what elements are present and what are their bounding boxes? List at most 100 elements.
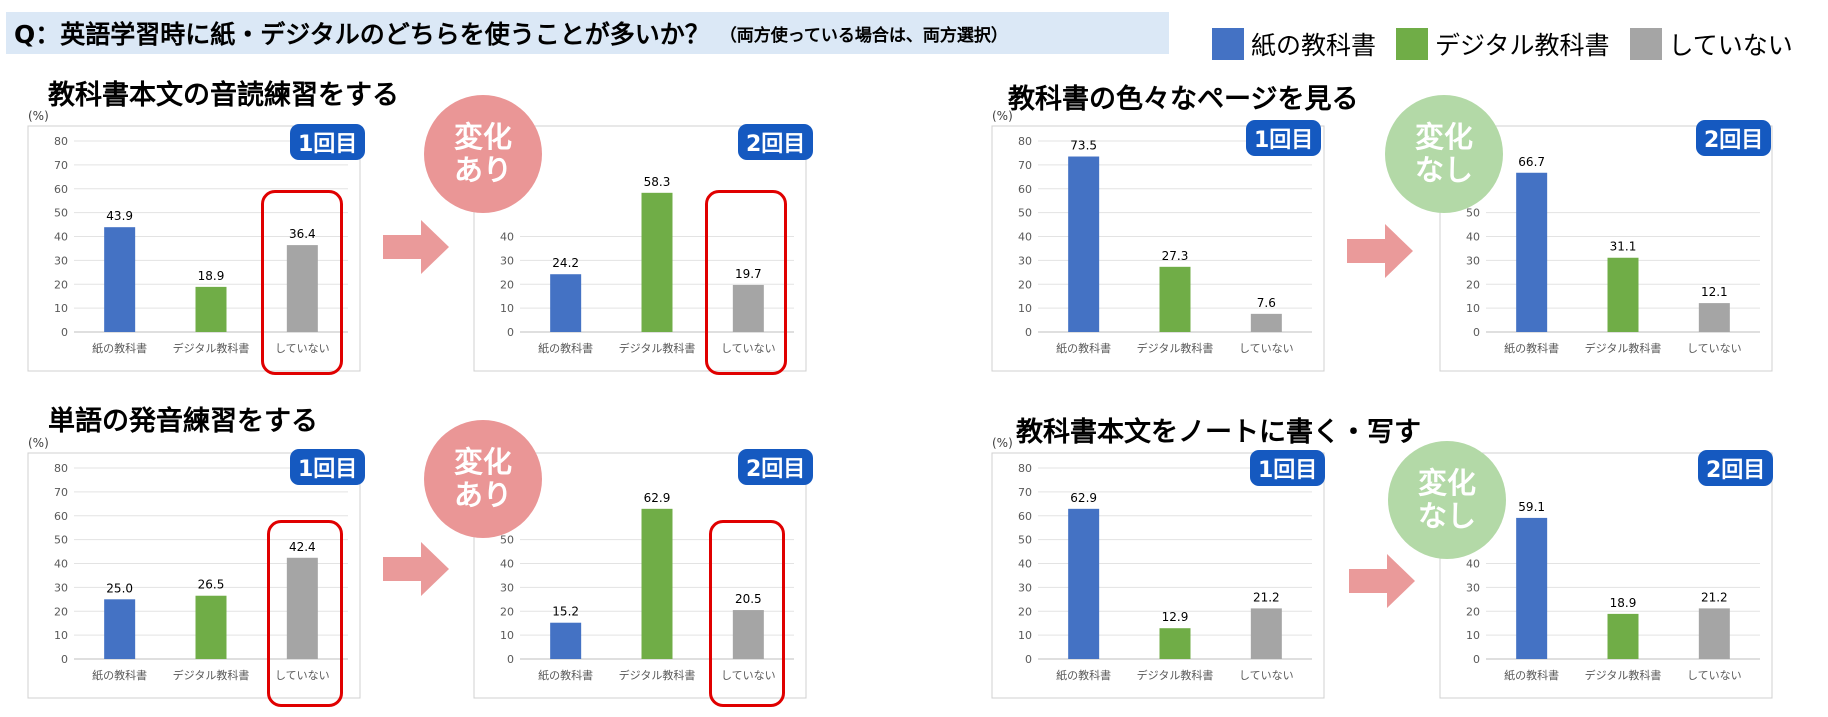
y-tick-label: 70 xyxy=(1018,486,1032,499)
arrow-icon xyxy=(383,542,449,596)
bar-digital xyxy=(641,508,673,659)
bar-digital xyxy=(1159,628,1191,659)
value-label: 18.9 xyxy=(1610,596,1637,610)
change-circle: 変化 あり xyxy=(424,420,542,538)
round-badge-1: 1回目 xyxy=(1250,450,1326,486)
round-badge-2: 2回目 xyxy=(1696,120,1772,156)
circle-text-line1: 変化 xyxy=(1417,465,1476,500)
y-axis-unit-label: (%) xyxy=(992,436,1013,450)
y-tick-label: 30 xyxy=(500,254,514,267)
value-label: 26.5 xyxy=(198,578,225,592)
y-tick-label: 40 xyxy=(1466,558,1480,571)
bar-paper xyxy=(1516,172,1548,332)
y-tick-label: 20 xyxy=(54,605,68,618)
chart-pronunciation-round1: 0 10 20 30 40 50 60 70 80 (%) 25.0 紙の教科書 26.5 デジタル教科書… xyxy=(27,436,361,699)
y-axis-unit-label: (%) xyxy=(28,436,49,450)
value-label: 43.9 xyxy=(106,209,133,223)
plot-frame xyxy=(991,125,1325,372)
legend-item-digital: デジタル教科書 xyxy=(1396,26,1610,62)
y-tick-label: 20 xyxy=(500,278,514,291)
category-label: デジタル教科書 xyxy=(1585,668,1662,682)
bar-paper xyxy=(104,227,136,332)
y-tick-label: 10 xyxy=(500,302,514,315)
y-tick-label: 10 xyxy=(1018,302,1032,315)
question-banner: Q：英語学習時に紙・デジタルのどちらを使うことが多いか？ （両方使っている場合は… xyxy=(6,12,1169,54)
bar-digital xyxy=(1607,613,1639,659)
category-label: デジタル教科書 xyxy=(1137,668,1214,682)
y-tick-label: 10 xyxy=(1018,629,1032,642)
value-label: 62.9 xyxy=(1070,491,1097,505)
value-label: 25.0 xyxy=(106,581,133,595)
section-title-pronunciation: 単語の発音練習をする xyxy=(48,406,318,437)
y-tick-label: 30 xyxy=(1018,581,1032,594)
legend-swatch-none xyxy=(1629,28,1662,60)
y-tick-label: 80 xyxy=(1018,462,1032,475)
y-tick-label: 70 xyxy=(54,486,68,499)
highlight-box-pronunciation-round2 xyxy=(709,520,785,707)
bar-paper xyxy=(1068,156,1100,332)
circle-text-line2: なし xyxy=(1417,499,1476,533)
value-label: 31.1 xyxy=(1610,240,1637,254)
y-tick-label: 20 xyxy=(1466,278,1480,291)
y-tick-label: 30 xyxy=(54,254,68,267)
value-label: 12.1 xyxy=(1701,285,1728,299)
value-label: 62.9 xyxy=(644,491,671,505)
legend: 紙の教科書 デジタル教科書 していない xyxy=(1212,26,1813,62)
plot-frame xyxy=(991,452,1325,699)
y-tick-label: 10 xyxy=(54,302,68,315)
question-note: （両方使っている場合は、両方選択） xyxy=(719,25,1008,46)
value-label: 21.2 xyxy=(1701,590,1728,604)
circle-text-line1: 変化 xyxy=(453,444,512,479)
bar-none xyxy=(1250,608,1282,659)
y-tick-label: 70 xyxy=(1018,159,1032,172)
y-tick-label: 0 xyxy=(1025,326,1032,339)
bar-digital xyxy=(641,192,673,332)
y-tick-label: 0 xyxy=(507,653,514,666)
y-tick-label: 20 xyxy=(54,278,68,291)
round-badge-1: 1回目 xyxy=(290,124,366,160)
value-label: 66.7 xyxy=(1518,155,1545,169)
y-tick-label: 40 xyxy=(54,558,68,571)
arrow-icon xyxy=(1347,224,1413,278)
bar-paper xyxy=(1068,508,1100,659)
highlight-box-pronunciation-round1 xyxy=(267,520,343,707)
y-tick-label: 40 xyxy=(1018,558,1032,571)
chart-browse-pages-round2: 0 10 20 30 40 50 66.7 紙の教科書 31.1 デジタル教科書 12.1 していない xyxy=(1439,125,1773,372)
y-tick-label: 40 xyxy=(500,558,514,571)
category-label: デジタル教科書 xyxy=(619,341,696,355)
section-title-browse-pages: 教科書の色々なページを見る xyxy=(1008,84,1359,115)
legend-label-none: していない xyxy=(1668,31,1793,60)
y-tick-label: 80 xyxy=(1018,135,1032,148)
y-tick-label: 60 xyxy=(54,183,68,196)
no-change-circle: 変化 なし xyxy=(1388,441,1506,559)
category-label: 紙の教科書 xyxy=(538,341,593,355)
bar-digital xyxy=(1607,257,1639,332)
y-tick-label: 10 xyxy=(500,629,514,642)
bar-digital xyxy=(195,286,227,332)
chart-reading-aloud-round1: 0 10 20 30 40 50 60 70 80 (%) 43.9 紙の教科書 18.9 デジタル教科書… xyxy=(27,109,361,372)
y-tick-label: 80 xyxy=(54,135,68,148)
bar-digital xyxy=(195,595,227,659)
y-tick-label: 50 xyxy=(1018,207,1032,220)
bar-digital xyxy=(1159,266,1191,332)
y-tick-label: 70 xyxy=(54,159,68,172)
section-title-reading-aloud: 教科書本文の音読練習をする xyxy=(48,80,399,111)
round-badge-2: 2回目 xyxy=(1698,450,1774,486)
y-tick-label: 0 xyxy=(507,326,514,339)
legend-swatch-digital xyxy=(1396,28,1429,60)
y-tick-label: 30 xyxy=(1018,254,1032,267)
value-label: 15.2 xyxy=(552,605,579,619)
value-label: 27.3 xyxy=(1162,249,1189,263)
bar-paper xyxy=(104,599,136,659)
circle-text-line2: なし xyxy=(1414,153,1473,187)
value-label: 18.9 xyxy=(198,269,225,283)
category-label: 紙の教科書 xyxy=(1056,341,1111,355)
circle-text-line1: 変化 xyxy=(1414,119,1473,154)
y-tick-label: 50 xyxy=(54,534,68,547)
bar-none xyxy=(286,557,318,659)
arrow-icon xyxy=(383,220,449,274)
y-tick-label: 80 xyxy=(54,462,68,475)
legend-item-paper: 紙の教科書 xyxy=(1212,26,1376,62)
section-title-copy-to-notebook: 教科書本文をノートに書く・写す xyxy=(1016,417,1421,448)
category-label: 紙の教科書 xyxy=(538,668,593,682)
